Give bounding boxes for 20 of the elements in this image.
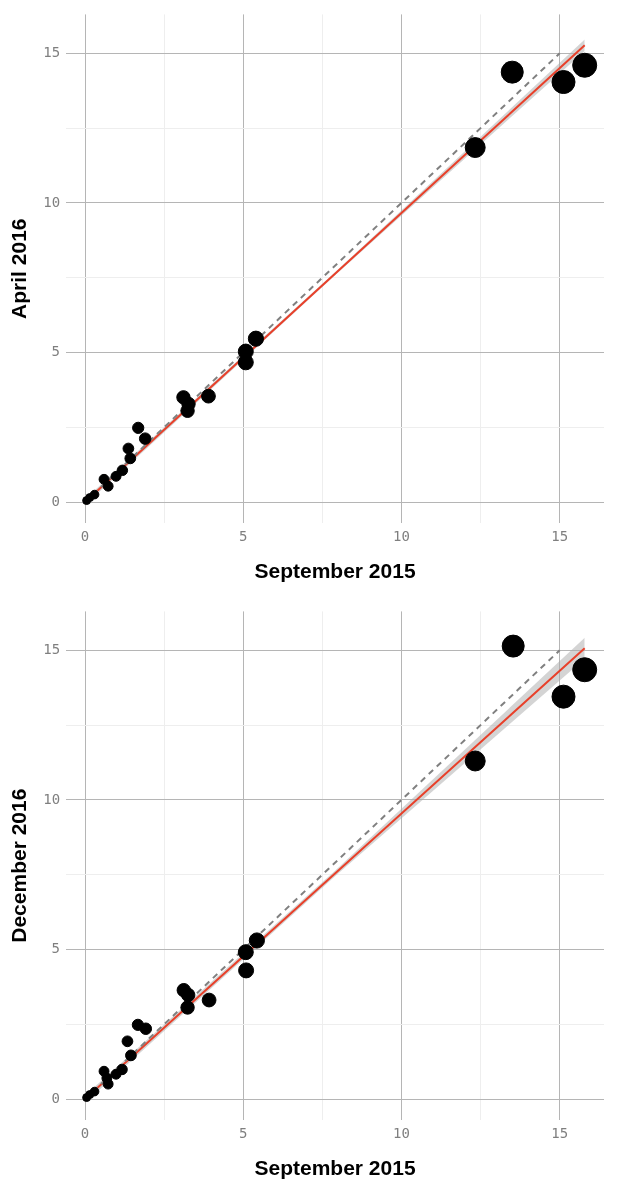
- y-tick-label: 0: [51, 1089, 61, 1106]
- x-tick-label: 15: [551, 1125, 569, 1142]
- x-tick-label: 15: [551, 528, 569, 545]
- x-tick-label: 0: [80, 1125, 90, 1142]
- x-tick-label: 5: [239, 1125, 248, 1142]
- y-axis-title: April 2016: [7, 218, 31, 319]
- x-tick-label: 10: [393, 1125, 410, 1142]
- y-tick-label: 15: [43, 43, 61, 60]
- y-tick-label: 15: [43, 640, 61, 657]
- y-tick-label: 10: [43, 193, 61, 210]
- y-tick-label: 10: [43, 790, 61, 807]
- y-tick-label: 0: [51, 492, 61, 509]
- x-axis-title: September 2015: [254, 559, 416, 583]
- y-tick-label: 5: [51, 343, 61, 360]
- y-tick-label: 5: [51, 940, 61, 957]
- x-tick-label: 5: [239, 528, 248, 545]
- x-axis-title: September 2015: [254, 1156, 416, 1180]
- y-axis-title: December 2016: [7, 788, 31, 943]
- x-tick-label: 0: [80, 528, 90, 545]
- x-tick-label: 10: [393, 528, 410, 545]
